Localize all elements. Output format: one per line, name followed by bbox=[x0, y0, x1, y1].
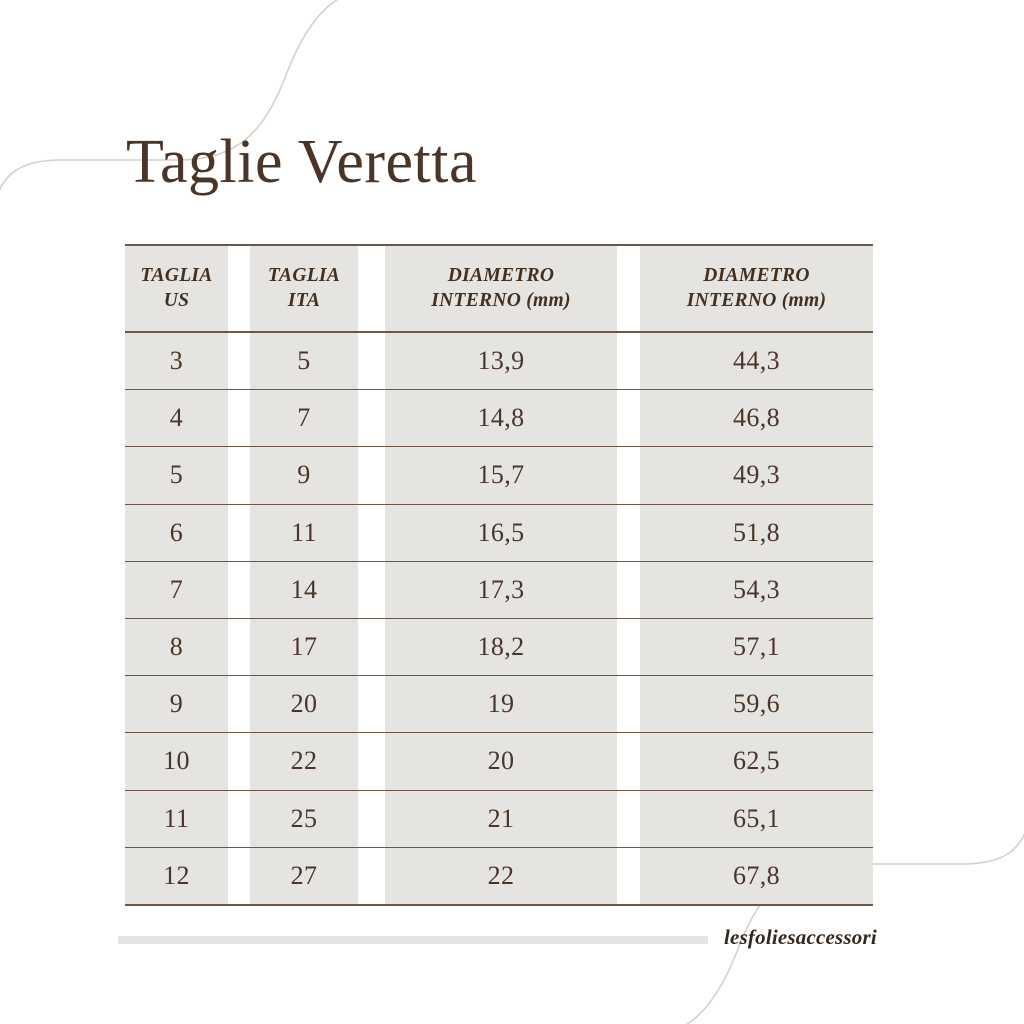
cell-taglia-ita: 7 bbox=[250, 390, 358, 447]
column-header-diametro-interno-1: DIAMETRO INTERNO (mm) bbox=[385, 246, 617, 331]
cell-diametro-interno-1: 16,5 bbox=[385, 504, 617, 561]
cell-diametro-interno-1: 15,7 bbox=[385, 447, 617, 504]
column-gap bbox=[358, 618, 385, 676]
table-row: 6 11 16,5 51,8 bbox=[125, 503, 873, 561]
column-gap bbox=[358, 561, 385, 618]
column-gap bbox=[617, 561, 640, 618]
cell-taglia-ita: 5 bbox=[250, 333, 358, 390]
column-gap bbox=[617, 390, 640, 447]
cell-taglia-ita: 14 bbox=[250, 561, 358, 618]
table-row: 8 17 18,2 57,1 bbox=[125, 617, 873, 676]
column-header-label: TAGLIA ITA bbox=[267, 264, 341, 311]
table-row: 11 25 21 65,1 bbox=[125, 789, 873, 847]
column-gap bbox=[617, 447, 640, 504]
column-gap bbox=[617, 790, 640, 847]
column-header-diametro-interno-2: DIAMETRO INTERNO (mm) bbox=[640, 246, 873, 331]
cell-taglia-us: 12 bbox=[125, 847, 228, 904]
cell-taglia-us: 8 bbox=[125, 618, 228, 676]
footer-divider-bar bbox=[118, 936, 708, 944]
column-header-label: DIAMETRO INTERNO (mm) bbox=[686, 264, 827, 311]
cell-diametro-interno-1: 18,2 bbox=[385, 618, 617, 676]
cell-taglia-ita: 25 bbox=[250, 790, 358, 847]
cell-diametro-interno-1: 14,8 bbox=[385, 390, 617, 447]
column-gap bbox=[228, 790, 250, 847]
cell-taglia-us: 7 bbox=[125, 561, 228, 618]
cell-diametro-interno-2: 46,8 bbox=[640, 390, 873, 447]
cell-diametro-interno-2: 67,8 bbox=[640, 847, 873, 904]
column-gap bbox=[358, 847, 385, 904]
page-title: Taglie Veretta bbox=[126, 128, 477, 196]
column-header-taglia-ita: TAGLIA ITA bbox=[250, 246, 358, 331]
column-gap bbox=[358, 246, 385, 331]
table-row: 5 9 15,7 49,3 bbox=[125, 446, 873, 504]
table-header-row: TAGLIA US TAGLIA ITA DIAMETRO INTERNO (m… bbox=[125, 246, 873, 331]
cell-diametro-interno-1: 20 bbox=[385, 733, 617, 790]
cell-diametro-interno-2: 51,8 bbox=[640, 504, 873, 561]
cell-taglia-ita: 9 bbox=[250, 447, 358, 504]
cell-diametro-interno-1: 21 bbox=[385, 790, 617, 847]
column-gap bbox=[228, 733, 250, 790]
cell-taglia-ita: 22 bbox=[250, 733, 358, 790]
column-gap bbox=[358, 390, 385, 447]
table-row: 12 27 22 67,8 bbox=[125, 846, 873, 904]
cell-taglia-us: 4 bbox=[125, 390, 228, 447]
cell-taglia-us: 5 bbox=[125, 447, 228, 504]
column-gap bbox=[228, 390, 250, 447]
cell-diametro-interno-2: 59,6 bbox=[640, 676, 873, 733]
column-gap bbox=[617, 847, 640, 904]
column-gap bbox=[617, 333, 640, 390]
cell-diametro-interno-1: 17,3 bbox=[385, 561, 617, 618]
footer-brand-name: lesfoliesaccessori bbox=[724, 925, 877, 949]
column-gap bbox=[228, 447, 250, 504]
column-gap bbox=[358, 733, 385, 790]
cell-diametro-interno-2: 62,5 bbox=[640, 733, 873, 790]
table-row: 3 5 13,9 44,3 bbox=[125, 331, 873, 390]
column-gap bbox=[228, 333, 250, 390]
cell-taglia-us: 10 bbox=[125, 733, 228, 790]
cell-taglia-ita: 27 bbox=[250, 847, 358, 904]
cell-taglia-us: 9 bbox=[125, 676, 228, 733]
ring-size-table: TAGLIA US TAGLIA ITA DIAMETRO INTERNO (m… bbox=[125, 244, 873, 906]
cell-diametro-interno-2: 49,3 bbox=[640, 447, 873, 504]
column-header-label: TAGLIA US bbox=[140, 264, 213, 311]
table-row: 4 7 14,8 46,8 bbox=[125, 389, 873, 447]
column-gap bbox=[358, 447, 385, 504]
cell-taglia-us: 6 bbox=[125, 504, 228, 561]
column-gap bbox=[228, 504, 250, 561]
column-gap bbox=[228, 618, 250, 676]
column-gap bbox=[358, 333, 385, 390]
cell-taglia-us: 3 bbox=[125, 333, 228, 390]
column-gap bbox=[358, 790, 385, 847]
column-gap bbox=[617, 504, 640, 561]
column-gap bbox=[358, 504, 385, 561]
cell-taglia-ita: 11 bbox=[250, 504, 358, 561]
cell-diametro-interno-1: 19 bbox=[385, 676, 617, 733]
column-gap bbox=[617, 246, 640, 331]
cell-taglia-us: 11 bbox=[125, 790, 228, 847]
cell-diametro-interno-1: 22 bbox=[385, 847, 617, 904]
column-gap bbox=[228, 561, 250, 618]
column-gap bbox=[228, 676, 250, 733]
cell-diametro-interno-1: 13,9 bbox=[385, 333, 617, 390]
table-row: 10 22 20 62,5 bbox=[125, 732, 873, 790]
cell-diametro-interno-2: 54,3 bbox=[640, 561, 873, 618]
table-row: 9 20 19 59,6 bbox=[125, 675, 873, 733]
column-gap bbox=[617, 618, 640, 676]
column-gap bbox=[358, 676, 385, 733]
column-gap bbox=[228, 246, 250, 331]
table-row: 7 14 17,3 54,3 bbox=[125, 560, 873, 618]
cell-diametro-interno-2: 57,1 bbox=[640, 618, 873, 676]
cell-taglia-ita: 17 bbox=[250, 618, 358, 676]
cell-taglia-ita: 20 bbox=[250, 676, 358, 733]
column-gap bbox=[617, 676, 640, 733]
column-header-taglia-us: TAGLIA US bbox=[125, 246, 228, 331]
column-header-label: DIAMETRO INTERNO (mm) bbox=[431, 264, 571, 311]
cell-diametro-interno-2: 44,3 bbox=[640, 333, 873, 390]
column-gap bbox=[228, 847, 250, 904]
column-gap bbox=[617, 733, 640, 790]
cell-diametro-interno-2: 65,1 bbox=[640, 790, 873, 847]
